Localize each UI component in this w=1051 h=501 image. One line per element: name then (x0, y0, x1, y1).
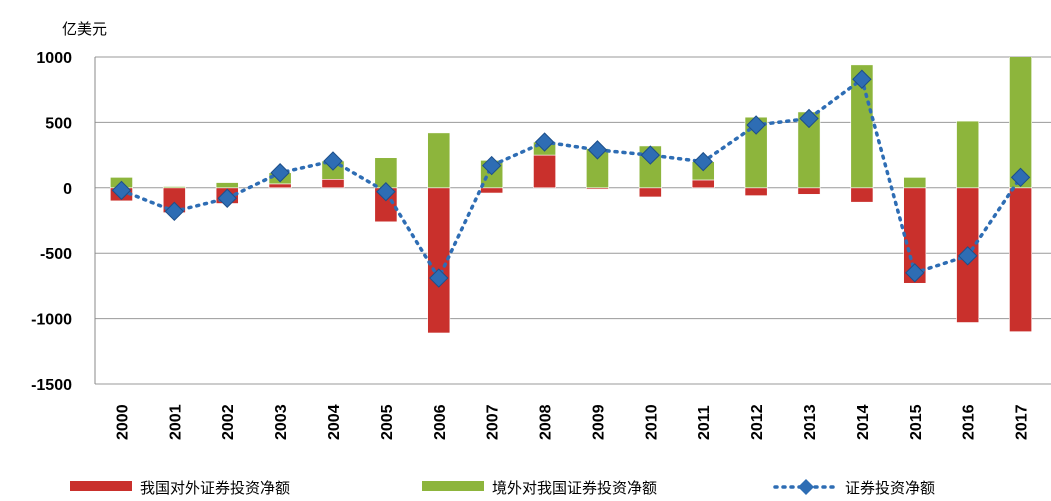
line-marker (481, 155, 502, 176)
x-tick-label: 2007 (485, 404, 502, 440)
bar (903, 177, 927, 189)
x-tick-label: 2002 (220, 404, 237, 440)
line-marker (217, 188, 237, 208)
x-tick-label: 2010 (643, 404, 660, 440)
bar (1009, 187, 1032, 332)
line-marker (534, 132, 555, 152)
x-tick-label: 2012 (749, 404, 766, 440)
x-tick-label: 2013 (802, 404, 819, 440)
bar (480, 187, 504, 194)
line-marker (111, 180, 132, 201)
x-tick-label: 2005 (379, 404, 396, 440)
legend-swatch (70, 481, 132, 491)
bar (850, 187, 874, 203)
x-tick-label: 2008 (538, 404, 555, 440)
line-marker (799, 108, 819, 129)
x-tick-label: 2006 (432, 404, 449, 440)
y-tick-label: 1000 (36, 50, 72, 67)
line-marker (587, 140, 608, 160)
bar (427, 132, 451, 189)
x-tick-label: 2003 (273, 404, 290, 440)
bar (956, 120, 980, 189)
line-marker (164, 201, 185, 222)
line-marker (429, 268, 449, 288)
legend-label: 境外对我国证券投资净额 (492, 479, 657, 497)
y-tick-label: -500 (40, 246, 72, 263)
bar (533, 154, 556, 189)
legend-label: 证券投资净额 (845, 479, 935, 497)
bar (744, 187, 768, 196)
line-marker (1010, 167, 1031, 188)
line-marker (640, 145, 661, 165)
line-marker (852, 69, 872, 89)
line-marker (376, 182, 396, 202)
bar (162, 186, 186, 189)
line-marker (905, 263, 925, 283)
bar (321, 178, 345, 189)
y-tick-label: 500 (45, 115, 72, 132)
legend-swatch (422, 481, 484, 491)
bar (215, 182, 239, 189)
bar (268, 183, 292, 189)
x-tick-label: 2016 (961, 404, 978, 440)
bar (1009, 57, 1032, 189)
line-marker (693, 151, 713, 172)
x-tick-label: 2017 (1014, 404, 1031, 440)
x-tick-label: 2009 (590, 404, 607, 440)
bars (110, 57, 1032, 334)
bar (691, 179, 715, 189)
x-tick-label: 2004 (326, 404, 343, 440)
x-tick-label: 2011 (696, 405, 713, 440)
x-tick-label: 2015 (908, 404, 925, 440)
legend-label: 我国对外证券投资净额 (140, 479, 290, 497)
y-axis-label: 亿美元 (62, 20, 107, 38)
x-tick-label: 2000 (114, 404, 131, 440)
bar (797, 187, 821, 195)
line-marker (270, 163, 290, 183)
line (119, 76, 1023, 282)
y-tick-label: 0 (63, 181, 72, 198)
line-marker (957, 246, 978, 266)
x-tick-label: 2001 (167, 404, 184, 440)
bar (427, 187, 451, 334)
x-tick-label: 2014 (855, 404, 872, 440)
y-tick-label: -1500 (31, 377, 72, 394)
y-tick-label: -1000 (31, 312, 72, 329)
line-marker (746, 115, 766, 135)
legend-swatch (798, 479, 814, 495)
line-marker (323, 151, 343, 171)
bar (638, 187, 662, 198)
